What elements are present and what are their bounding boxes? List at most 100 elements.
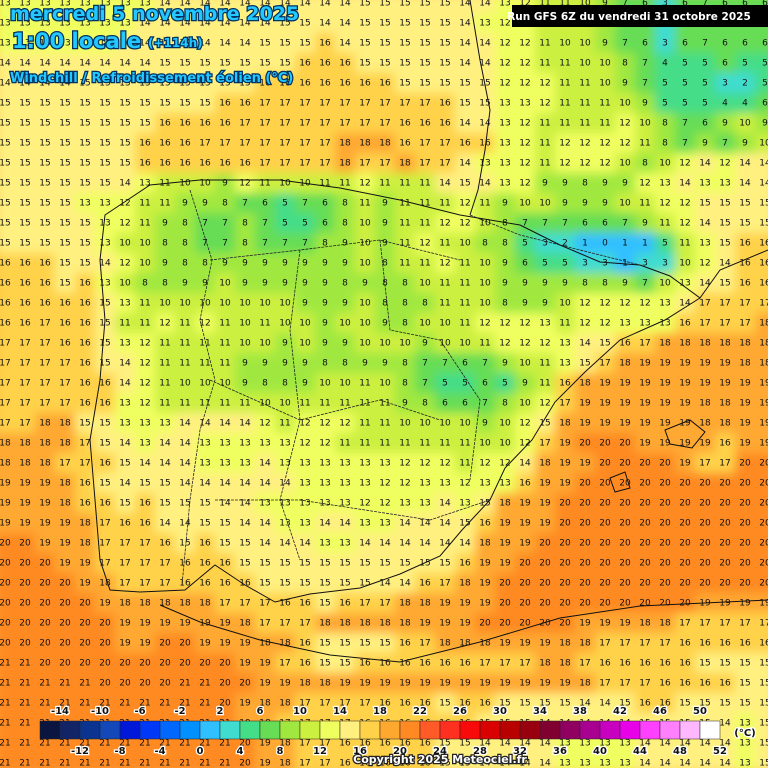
field-cell [635,193,655,213]
grid-value: 11 [359,379,370,389]
grid-value: 16 [459,139,471,149]
grid-value: 15 [39,159,50,169]
grid-value: 13 [419,479,430,489]
field-cell [95,53,115,73]
grid-value: 15 [99,159,110,169]
grid-value: 13 [559,759,570,768]
field-cell [715,353,735,373]
field-cell [455,193,475,213]
grid-value: 20 [579,519,591,529]
grid-value: 18 [539,459,551,469]
legend-swatch [99,720,121,740]
grid-value: 15 [139,479,150,489]
grid-value: 10 [359,339,371,349]
grid-value: 19 [239,639,251,649]
grid-value: 18 [379,139,391,149]
field-cell [655,233,675,253]
grid-value: 6 [322,199,328,209]
grid-value: 20 [759,559,768,569]
legend-swatch [119,720,141,740]
grid-value: 15 [179,539,190,549]
field-cell [215,113,235,133]
grid-value: 13 [539,319,550,329]
grid-value: 19 [759,399,768,409]
grid-value: 20 [659,579,671,589]
field-cell [215,0,235,13]
grid-value: 15 [399,19,410,29]
grid-value: 15 [359,59,370,69]
grid-value: 12 [239,179,250,189]
grid-value: 10 [199,379,211,389]
field-cell [635,353,655,373]
grid-value: 12 [159,319,170,329]
grid-value: 20 [99,659,111,669]
field-cell [415,13,435,33]
grid-value: 19 [699,439,711,449]
grid-value: 21 [19,699,30,709]
grid-value: 9 [282,279,288,289]
field-cell [115,53,135,73]
grid-value: 18 [699,399,711,409]
grid-value: 18 [499,499,511,509]
field-cell [715,373,735,393]
grid-value: 18 [39,439,51,449]
field-cell [755,353,768,373]
grid-value: 16 [39,259,51,269]
grid-value: 11 [159,379,170,389]
grid-value: 20 [759,519,768,529]
grid-value: 5 [502,379,508,389]
field-cell [155,133,175,153]
field-cell [615,153,635,173]
grid-value: 15 [479,99,490,109]
grid-value: 11 [599,99,610,109]
grid-value: 5 [762,79,768,89]
grid-value: 11 [459,459,470,469]
grid-value: 13 [499,479,510,489]
grid-value: 13 [319,459,330,469]
grid-value: 20 [0,539,11,549]
grid-value: 14 [99,59,111,69]
field-cell [195,113,215,133]
grid-value: 17 [39,359,50,369]
field-cell [0,373,15,393]
grid-value: 12 [499,59,510,69]
field-cell [0,13,15,33]
grid-value: 17 [59,379,70,389]
field-cell [635,93,655,113]
grid-value: 9 [302,279,308,289]
grid-value: 20 [119,659,131,669]
grid-value: 21 [39,759,50,768]
grid-value: 17 [279,119,290,129]
field-cell [395,13,415,33]
field-cell [395,53,415,73]
legend-label: 10 [293,706,307,717]
grid-value: 20 [579,499,591,509]
grid-value: 10 [179,299,191,309]
grid-value: 18 [259,639,271,649]
field-cell [55,53,75,73]
grid-value: 20 [699,519,711,529]
grid-value: 18 [39,459,51,469]
grid-value: 20 [539,559,551,569]
grid-value: 19 [339,679,351,689]
grid-value: 15 [19,199,30,209]
grid-value: 15 [739,219,750,229]
field-cell [235,93,255,113]
grid-value: 16 [339,599,351,609]
field-cell [555,373,575,393]
field-cell [215,153,235,173]
grid-value: 11 [439,279,450,289]
grid-value: 18 [0,439,11,449]
field-cell [695,353,715,373]
field-cell [75,273,95,293]
grid-value: 11 [439,439,450,449]
grid-value: 19 [99,599,111,609]
grid-value: 13 [579,739,590,749]
field-cell [55,33,75,53]
grid-value: 15 [79,259,90,269]
grid-value: 11 [299,399,310,409]
grid-value: 13 [299,459,310,469]
field-cell [715,133,735,153]
field-cell [175,33,195,53]
grid-value: 17 [219,599,230,609]
